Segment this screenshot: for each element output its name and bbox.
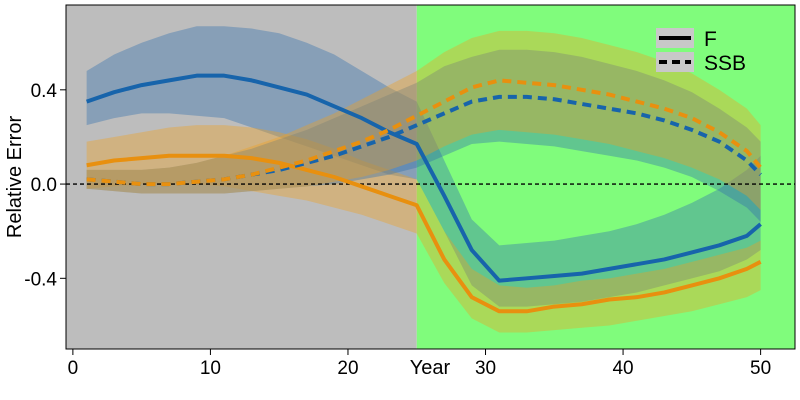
background-regions bbox=[66, 5, 795, 349]
y-tick-label-0: -0.4 bbox=[24, 269, 57, 290]
legend-label-ssb: SSB bbox=[704, 52, 746, 75]
band-f-2 bbox=[86, 125, 761, 333]
y-tick-label-2: 0.4 bbox=[31, 81, 58, 102]
x-tick-label-0: 0 bbox=[68, 358, 79, 379]
line-f-1 bbox=[85, 73, 762, 283]
x-tick-label-10: 10 bbox=[200, 358, 221, 379]
background-region-2 bbox=[416, 5, 795, 349]
y-axis: -0.4 0.0 0.4 bbox=[24, 81, 66, 290]
legend-label-f: F bbox=[704, 28, 717, 51]
plot-frame bbox=[65, 4, 796, 350]
x-tick-label-50: 50 bbox=[750, 358, 771, 379]
series-lines bbox=[85, 73, 763, 314]
band-f-1 bbox=[86, 26, 761, 307]
x-tick-label-40: 40 bbox=[612, 358, 633, 379]
x-tick-label-30: 30 bbox=[475, 358, 496, 379]
x-axis: 0 10 20 30 40 50 bbox=[68, 349, 771, 379]
x-tick-label-20: 20 bbox=[337, 358, 358, 379]
x-axis-title: Year bbox=[410, 357, 451, 379]
line-ssb-3 bbox=[86, 94, 763, 187]
line-f-2 bbox=[86, 153, 762, 314]
y-axis-title: Relative Error bbox=[4, 116, 26, 239]
y-tick-label-1: 0.0 bbox=[31, 175, 57, 196]
